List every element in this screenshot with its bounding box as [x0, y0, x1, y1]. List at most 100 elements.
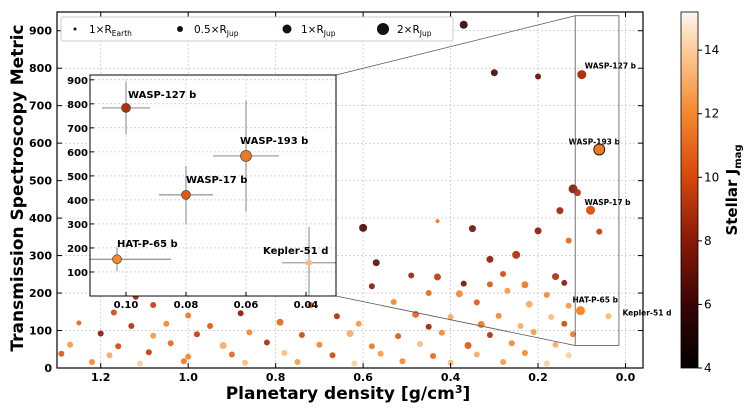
y-tick-label: 900	[29, 25, 52, 38]
planet-point	[185, 353, 192, 360]
inset-planet-point	[112, 254, 122, 265]
planet-point	[464, 342, 472, 350]
planet-point	[473, 299, 480, 306]
y-axis-title: Transmission Spectroscopy Metric	[8, 24, 28, 351]
planet-point	[329, 352, 336, 359]
planet-point	[390, 299, 397, 306]
inset-x-tick-label: 0.08	[174, 300, 199, 311]
legend-label: 2×RJup	[397, 24, 432, 38]
planet-point	[137, 360, 144, 367]
planet-point	[552, 273, 560, 281]
colorbar: 4 6 8 10 12 14 Stellar Jmag	[680, 11, 744, 375]
plot-frame	[56, 11, 644, 369]
colorbar-title: Stellar Jmag	[723, 144, 744, 235]
inset-planet-point	[181, 190, 191, 200]
planet-point	[395, 333, 402, 340]
planet-point	[228, 351, 235, 358]
planet-point	[368, 343, 375, 350]
legend: 1×REarth 0.5×RJup 1×RJup 2×RJup	[60, 16, 454, 42]
planet-point	[425, 290, 432, 297]
planet-point	[490, 69, 498, 77]
planet-point	[408, 272, 415, 279]
planet-point	[167, 340, 174, 347]
planet-point	[150, 302, 157, 309]
legend-label: 1×REarth	[89, 24, 132, 38]
inset-x-tick-label: 0.10	[114, 300, 139, 311]
inset-y-tick-label: 200	[67, 244, 88, 255]
planet-label: Kepler-51 d	[622, 308, 671, 317]
y-tick-label: 700	[29, 100, 52, 113]
inset-planet-point	[121, 103, 131, 113]
planet-point	[307, 302, 314, 309]
planet-point	[525, 300, 533, 308]
planet-point	[193, 331, 200, 338]
y-axis-ticks: 0 100 200 300 400 500 600 700 800 900	[29, 25, 643, 375]
planet-point	[219, 342, 227, 350]
planet-point	[512, 250, 521, 259]
planet-point	[521, 350, 528, 357]
inset-y-tick-label: 700	[67, 124, 88, 135]
colorbar-tick-label: 10	[704, 170, 719, 184]
planet-point	[486, 281, 493, 288]
planet-point	[455, 290, 463, 298]
planet-point	[150, 332, 157, 339]
planet-point	[460, 280, 467, 287]
colorbar-tick-label: 14	[704, 43, 719, 57]
planet-point	[276, 318, 284, 326]
planet-point	[372, 259, 380, 267]
planet-point	[565, 302, 572, 309]
inset-planet-label: Kepler-51 d	[263, 246, 328, 257]
planet-point	[573, 189, 581, 197]
colorbar-tick-label: 8	[704, 234, 712, 248]
y-tick-label: 100	[29, 325, 52, 338]
inset-y-tick-label: 900	[67, 76, 88, 87]
inset-points	[90, 81, 336, 296]
zoom-line	[335, 15, 576, 76]
x-axis-title: Planetary density [g/cm3]	[226, 383, 471, 404]
planet-point	[517, 323, 524, 330]
y-tick-label: 500	[29, 175, 52, 188]
planet-point	[495, 312, 502, 319]
y-tick-label: 0	[44, 362, 52, 375]
planet-point	[58, 350, 65, 357]
planet-point	[508, 340, 515, 347]
highlighted-planets: WASP-127 b WASP-193 b WASP-17 b HAT-P-65 b K…	[569, 62, 671, 320]
planet-point	[163, 320, 170, 327]
planet-point	[561, 320, 568, 327]
x-tick-label: 1.0	[178, 371, 198, 384]
inset-y-tick-label: 400	[67, 196, 88, 207]
legend-marker	[282, 24, 292, 34]
inset-planet-point	[306, 259, 312, 266]
planet-point	[521, 281, 529, 289]
planet-point	[346, 330, 354, 338]
planet-point	[180, 358, 187, 365]
planet-point	[425, 323, 432, 330]
highlighted-planet-point	[586, 205, 596, 215]
highlighted-planet-point	[575, 306, 585, 316]
planet-point	[368, 283, 375, 290]
planet-point	[333, 313, 340, 320]
planet-point	[416, 341, 423, 348]
inset-planet-label: WASP-193 b	[240, 136, 308, 147]
planet-point	[110, 309, 117, 316]
y-tick-label: 600	[29, 137, 52, 150]
zoom-box	[574, 15, 620, 346]
planet-label: HAT-P-65 b	[572, 296, 618, 305]
inset-planet-label: WASP-127 b	[128, 90, 196, 101]
planet-point	[145, 349, 152, 356]
planet-point	[242, 359, 249, 366]
planet-point	[447, 314, 454, 321]
planet-point	[316, 341, 323, 348]
planet-point	[359, 223, 368, 232]
inset-frame	[89, 74, 337, 297]
planet-point	[500, 359, 507, 366]
planet-point	[556, 207, 564, 215]
planet-point	[486, 332, 493, 339]
inset-planet-label: WASP-17 b	[186, 175, 247, 186]
x-tick-label: 0.6	[353, 371, 373, 384]
planet-point	[565, 352, 572, 359]
planet-point	[76, 320, 82, 326]
planet-point	[115, 343, 122, 350]
x-axis-ticks: 1.2 1.0 0.8 0.6 0.4 0.2 0.0	[91, 12, 636, 384]
planet-label: WASP-127 b	[585, 62, 637, 71]
